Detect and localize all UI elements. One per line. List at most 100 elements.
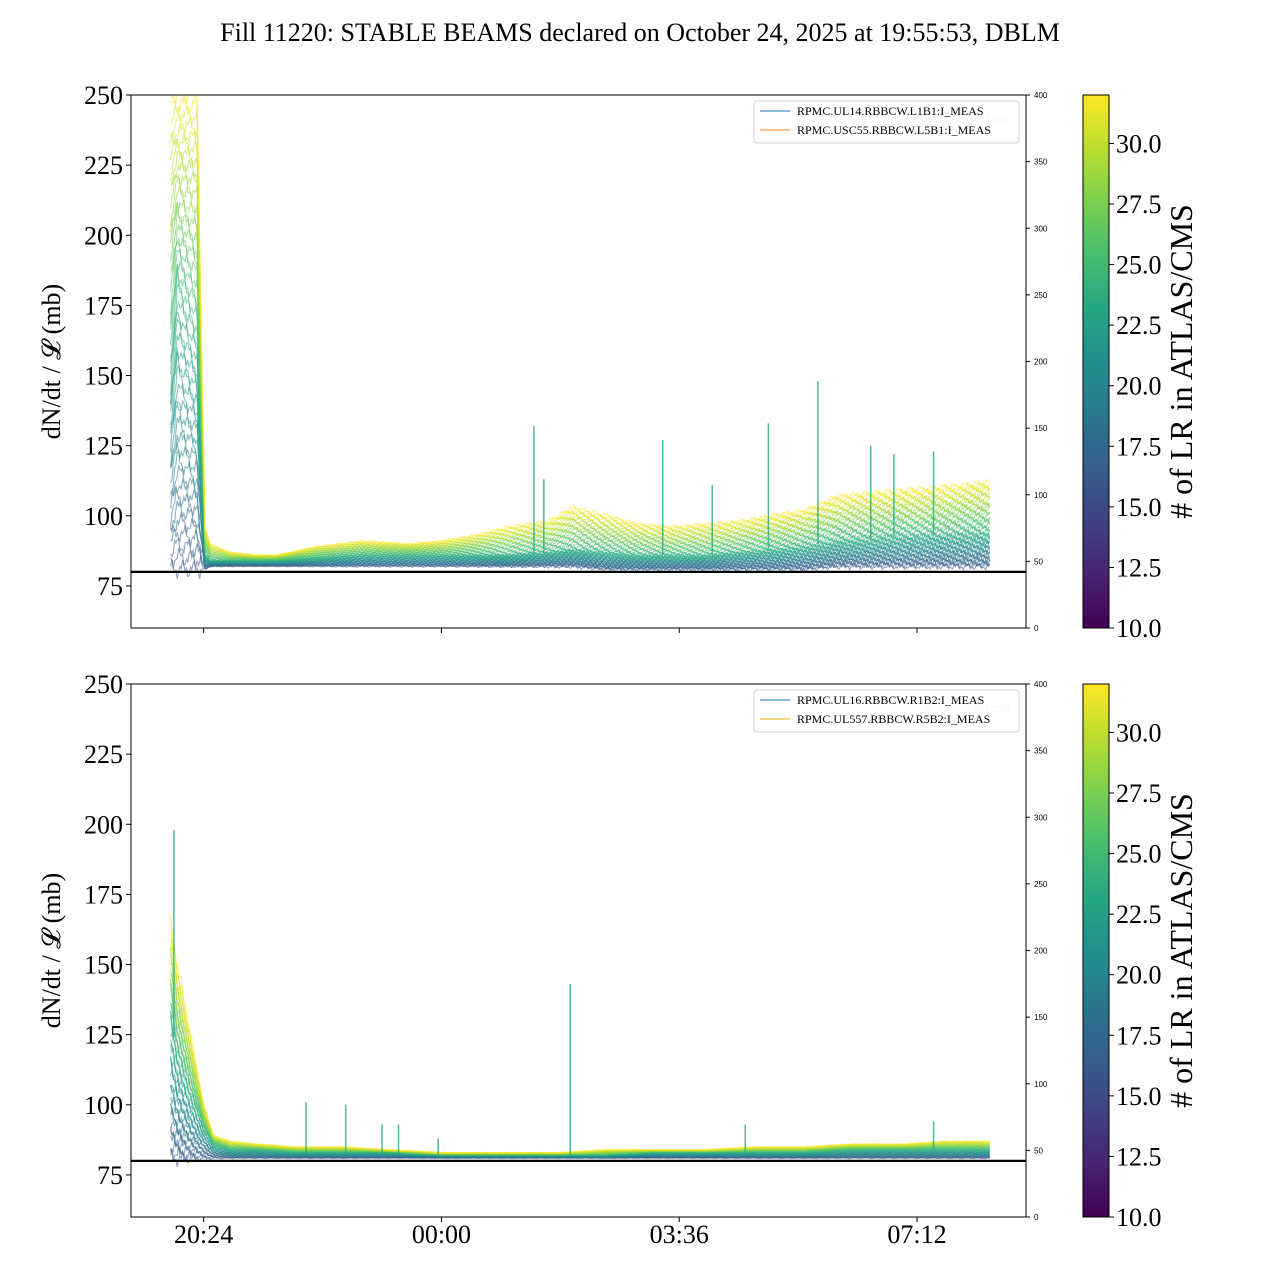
trace-line <box>170 1002 990 1156</box>
y-tick-label: 75 <box>97 572 123 601</box>
trace-line <box>170 1004 991 1156</box>
y-tick-label: 175 <box>84 291 123 320</box>
colorbar-label: # of LR in ATLAS/CMS <box>1163 793 1199 1108</box>
trace-line <box>170 105 991 557</box>
trace-line <box>170 1056 990 1157</box>
trace-line <box>170 1017 990 1157</box>
trace-line <box>170 914 990 1154</box>
y2-tick-label: 0 <box>1034 624 1039 633</box>
trace-line <box>170 123 991 558</box>
y-tick-label: 225 <box>84 740 123 769</box>
colorbar-tick-label: 20.0 <box>1116 961 1162 990</box>
y2-tick-label: 100 <box>1034 1080 1048 1089</box>
y-tick-label: 100 <box>84 502 123 531</box>
y-tick-label: 125 <box>84 1021 123 1050</box>
y2-tick-label: 250 <box>1034 880 1048 889</box>
y-tick-label: 75 <box>97 1161 123 1190</box>
y-tick-label: 150 <box>84 362 123 391</box>
y-tick-label: 175 <box>84 880 123 909</box>
colorbar-label: # of LR in ATLAS/CMS <box>1163 204 1199 519</box>
y-tick-label: 150 <box>84 951 123 980</box>
y2-tick-label: 300 <box>1034 813 1048 822</box>
colorbar <box>1082 94 1110 629</box>
colorbar-tick-label: 22.5 <box>1116 900 1162 929</box>
trace-line <box>170 938 990 1154</box>
legend-entry: RPMC.UL16.RBBCW.R1B2:I_MEAS <box>797 693 984 707</box>
colorbar-tick-label: 10.0 <box>1116 1203 1162 1232</box>
trace-line <box>170 919 991 1154</box>
plot-area-1 <box>170 95 991 580</box>
trace-line <box>170 1011 990 1157</box>
y-tick-label: 250 <box>84 81 123 110</box>
y-tick-label: 200 <box>84 810 123 839</box>
y2-tick-label: 350 <box>1034 747 1048 756</box>
trace-line <box>170 962 990 1155</box>
y-tick-label: 250 <box>84 670 123 699</box>
y2-tick-label: 250 <box>1034 291 1048 300</box>
x-tick-label: 20:24 <box>174 1220 233 1249</box>
trace-line <box>170 939 990 1154</box>
trace-line <box>171 95 991 557</box>
trace-line <box>170 978 990 1156</box>
colorbar-tick-label: 25.0 <box>1116 251 1162 280</box>
y2-tick-label: 50 <box>1034 1146 1043 1155</box>
y-axis-label: dN/dt / 𝓛 (mb) <box>37 873 66 1028</box>
colorbar-tick-label: 30.0 <box>1116 718 1162 747</box>
y2-tick-label: 200 <box>1034 947 1048 956</box>
y2-tick-label: 150 <box>1034 424 1048 433</box>
x-tick-label: 00:00 <box>412 1220 471 1249</box>
trace-line <box>170 96 991 557</box>
axes-frame <box>130 683 1027 1218</box>
legend: RPMC.UL14.RBBCW.L1B1:I_MEAS RPMC.USC55.RB… <box>753 100 1020 144</box>
trace-line <box>170 1069 990 1158</box>
y2-tick-label: 200 <box>1034 358 1048 367</box>
x-tick-label: 03:36 <box>650 1220 709 1249</box>
colorbar-tick-label: 25.0 <box>1116 840 1162 869</box>
trace-line <box>170 982 990 1156</box>
y-tick-label: 225 <box>84 151 123 180</box>
trace-line <box>170 199 991 560</box>
colorbar-tick-label: 22.5 <box>1116 311 1162 340</box>
trace-line <box>170 983 990 1155</box>
trace-line <box>170 973 990 1155</box>
colorbar-tick-label: 12.5 <box>1116 553 1162 582</box>
colorbar-tick-label: 27.5 <box>1116 190 1162 219</box>
trace-line <box>170 1043 991 1157</box>
trace-line <box>170 1002 990 1156</box>
y2-tick-label: 350 <box>1034 158 1048 167</box>
colorbar <box>1082 683 1110 1218</box>
y2-tick-label: 150 <box>1034 1013 1048 1022</box>
legend-box <box>753 689 1020 733</box>
trace-line <box>170 946 990 1154</box>
trace-line <box>170 112 991 557</box>
trace-line <box>170 208 990 560</box>
trace-line <box>170 1059 990 1158</box>
legend-entry: RPMC.UL14.RBBCW.L1B1:I_MEAS <box>797 104 984 118</box>
legend-entry: RPMC.USC55.RBBCW.L5B1:I_MEAS <box>797 123 991 137</box>
legend-entry: RPMC.UL557.RBBCW.R5B2:I_MEAS <box>797 712 990 726</box>
colorbar-tick-label: 27.5 <box>1116 779 1162 808</box>
trace-line <box>170 201 990 560</box>
y2-tick-label: 300 <box>1034 224 1048 233</box>
trace-line <box>170 935 990 1154</box>
colorbar-tick-label: 30.0 <box>1116 129 1162 158</box>
chart-title: Fill 11220: STABLE BEAMS declared on Oct… <box>220 18 1060 47</box>
trace-line <box>170 384 991 565</box>
colorbar-tick-label: 17.5 <box>1116 1021 1162 1050</box>
trace-line <box>170 1039 990 1157</box>
y2-tick-label: 100 <box>1034 491 1048 500</box>
y-tick-label: 125 <box>84 432 123 461</box>
x-tick-label: 07:12 <box>887 1220 946 1249</box>
colorbar-tick-label: 15.0 <box>1116 493 1162 522</box>
y2-tick-label: 400 <box>1034 91 1048 100</box>
y-tick-label: 100 <box>84 1091 123 1120</box>
legend: RPMC.UL16.RBBCW.R1B2:I_MEAS RPMC.UL557.RB… <box>753 689 1020 733</box>
trace-line <box>170 149 990 558</box>
colorbar-tick-label: 12.5 <box>1116 1142 1162 1171</box>
trace-line <box>170 1015 990 1156</box>
trace-line <box>170 989 990 1156</box>
trace-line <box>170 972 990 1155</box>
colorbar-tick-label: 20.0 <box>1116 372 1162 401</box>
trace-line <box>170 970 990 1155</box>
